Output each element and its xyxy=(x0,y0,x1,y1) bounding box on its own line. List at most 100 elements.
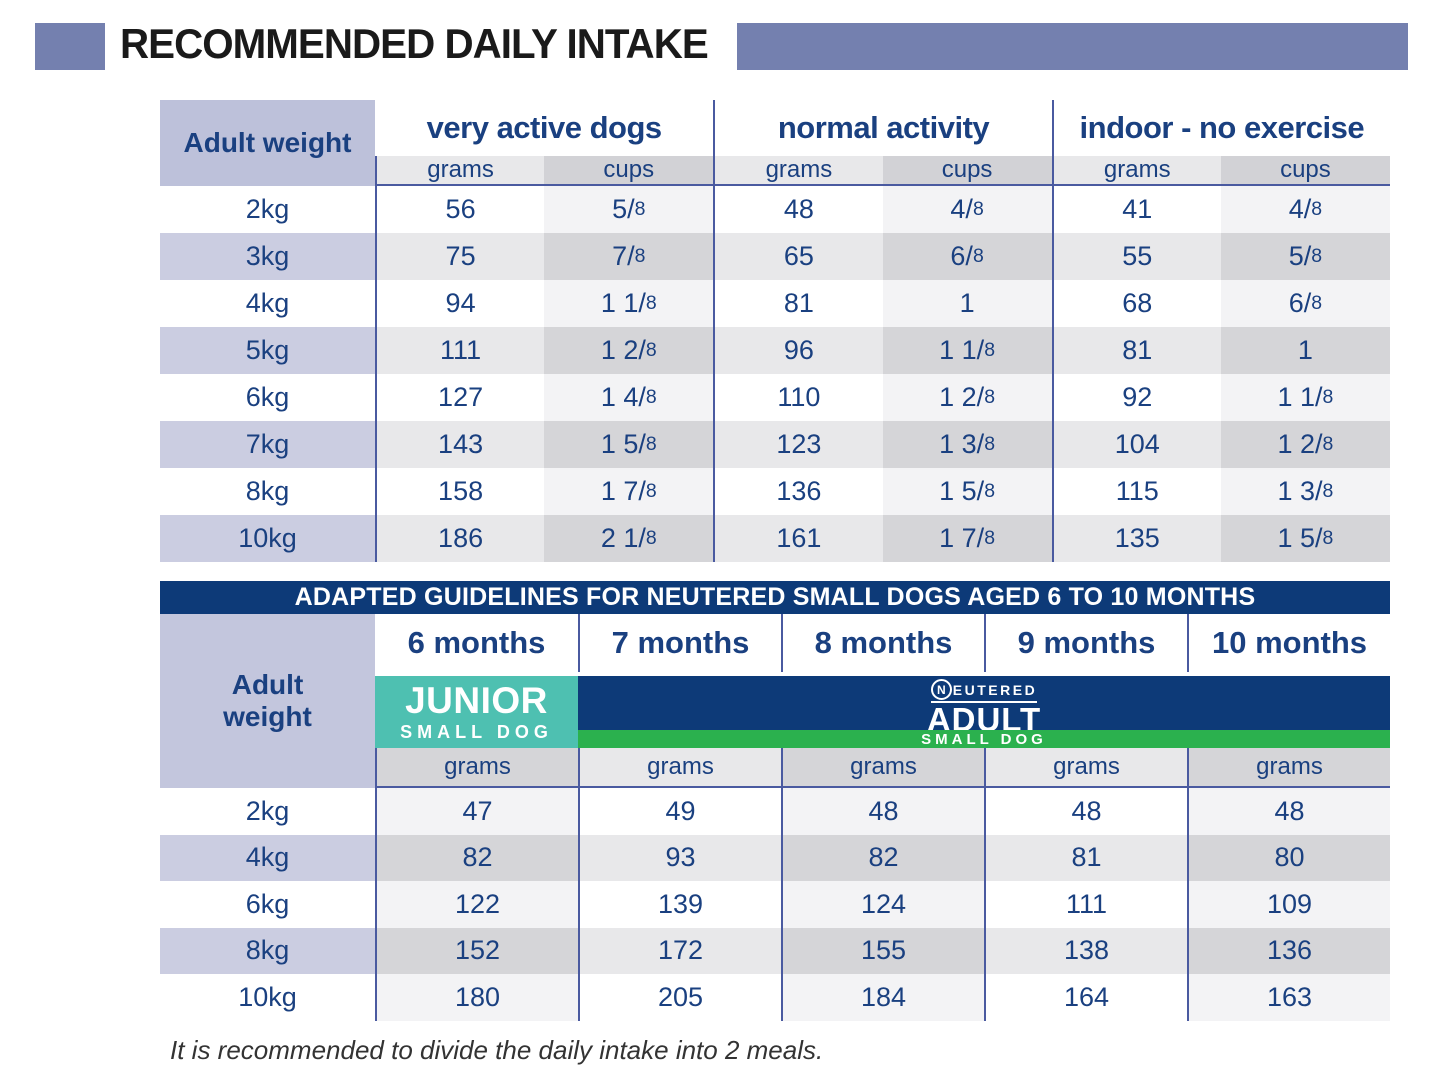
neutered-adult-small-dog-badge: N EUTERED ADULT SMALL DOG xyxy=(578,676,1390,748)
group-header-normal-activity: normal activity xyxy=(713,100,1051,156)
value-cell: 138 xyxy=(984,927,1187,974)
value-cell: 1 7/8 xyxy=(882,515,1052,562)
value-cell: 1 2/8 xyxy=(1220,421,1390,468)
value-cell: 47 xyxy=(375,788,578,835)
value-cell: 93 xyxy=(578,834,781,881)
value-cell: 49 xyxy=(578,788,781,835)
value-cell: 48 xyxy=(1187,788,1390,835)
meals-note: It is recommended to divide the daily in… xyxy=(170,1035,824,1065)
value-cell: 48 xyxy=(713,186,883,233)
small-dog-green-strip: SMALL DOG xyxy=(578,730,1390,748)
weight-cell: 6kg xyxy=(160,881,375,928)
value-cell: 180 xyxy=(375,974,578,1021)
neutered-brand-rest: EUTERED xyxy=(952,681,1038,698)
value-cell: 163 xyxy=(1187,974,1390,1021)
value-cell: 109 xyxy=(1187,881,1390,928)
value-cell: 92 xyxy=(1051,374,1221,421)
value-cell: 56 xyxy=(375,186,545,233)
value-cell: 5/8 xyxy=(1220,233,1390,280)
value-cell: 104 xyxy=(1051,421,1221,468)
unit-header-grams: grams xyxy=(781,748,984,788)
weight-cell: 7kg xyxy=(160,421,375,468)
value-cell: 4/8 xyxy=(882,186,1052,233)
weight-cell: 2kg xyxy=(160,186,375,233)
adult-weight-line1: Adult xyxy=(231,668,304,700)
value-cell: 6/8 xyxy=(1220,280,1390,327)
junior-badge-title: JUNIOR xyxy=(405,679,548,721)
value-cell: 1 3/8 xyxy=(882,421,1052,468)
value-cell: 122 xyxy=(375,881,578,928)
value-cell: 123 xyxy=(713,421,883,468)
group-header-very-active: very active dogs xyxy=(426,110,662,145)
value-cell: 1 5/8 xyxy=(544,421,714,468)
value-cell: 1 1/8 xyxy=(1220,374,1390,421)
weight-cell: 4kg xyxy=(160,280,375,327)
value-cell: 139 xyxy=(578,881,781,928)
unit-header-cups: cups xyxy=(544,156,714,186)
neutered-brand-logo: N EUTERED xyxy=(930,679,1038,703)
value-cell: 82 xyxy=(375,834,578,881)
month-header-6: 6 months xyxy=(407,625,546,660)
title-accent-bar xyxy=(737,23,1408,70)
neutered-guidelines-banner: ADAPTED GUIDELINES FOR NEUTERED SMALL DO… xyxy=(160,581,1390,614)
value-cell: 41 xyxy=(1051,186,1221,233)
month-header-8: 8 months xyxy=(781,614,984,672)
value-cell: 1 1/8 xyxy=(882,327,1052,374)
unit-header-grams: grams xyxy=(1187,748,1390,788)
value-cell: 55 xyxy=(1051,233,1221,280)
daily-intake-table: Adult weight very active dogs normal act… xyxy=(160,100,1390,562)
unit-header-grams: grams xyxy=(984,748,1187,788)
value-cell: 80 xyxy=(1187,834,1390,881)
value-cell: 110 xyxy=(713,374,883,421)
value-cell: 1 5/8 xyxy=(1220,515,1390,562)
weight-cell: 2kg xyxy=(160,788,375,835)
neutered-guidelines-table: ADAPTED GUIDELINES FOR NEUTERED SMALL DO… xyxy=(160,581,1390,1021)
circled-n-icon: N xyxy=(930,679,952,700)
grams-header-row: grams grams grams grams grams xyxy=(375,748,1390,788)
unit-header-grams: grams xyxy=(375,156,545,186)
junior-badge-subtitle: SMALL DOG xyxy=(400,721,553,742)
value-cell: 205 xyxy=(578,974,781,1021)
value-cell: 1 3/8 xyxy=(1220,468,1390,515)
value-cell: 75 xyxy=(375,233,545,280)
value-cell: 127 xyxy=(375,374,545,421)
value-cell: 111 xyxy=(375,327,545,374)
group-header-indoor: indoor - no exercise xyxy=(1051,100,1390,156)
value-cell: 4/8 xyxy=(1220,186,1390,233)
value-cell: 143 xyxy=(375,421,545,468)
value-cell: 5/8 xyxy=(544,186,714,233)
weight-cell: 8kg xyxy=(160,927,375,974)
unit-header-grams: grams xyxy=(713,156,883,186)
value-cell: 115 xyxy=(1051,468,1221,515)
unit-header-grams: grams xyxy=(578,748,781,788)
page-title: RECOMMENDED DAILY INTAKE xyxy=(120,20,709,67)
value-cell: 94 xyxy=(375,280,545,327)
daily-intake-table-header: Adult weight very active dogs normal act… xyxy=(160,100,1390,186)
value-cell: 1 5/8 xyxy=(882,468,1052,515)
value-cell: 2 1/8 xyxy=(544,515,714,562)
value-cell: 81 xyxy=(984,834,1187,881)
value-cell: 48 xyxy=(781,788,984,835)
value-cell: 82 xyxy=(781,834,984,881)
weight-cell: 8kg xyxy=(160,468,375,515)
value-cell: 136 xyxy=(1187,927,1390,974)
value-cell: 81 xyxy=(713,280,883,327)
value-cell: 7/8 xyxy=(544,233,714,280)
month-header-9: 9 months xyxy=(984,614,1187,672)
value-cell: 158 xyxy=(375,468,545,515)
value-cell: 135 xyxy=(1051,515,1221,562)
value-cell: 65 xyxy=(713,233,883,280)
month-header-10: 10 months xyxy=(1187,614,1390,672)
weight-cell: 3kg xyxy=(160,233,375,280)
value-cell: 1 xyxy=(882,280,1052,327)
adult-weight-header: Adult weight xyxy=(160,614,375,788)
unit-header-grams: grams xyxy=(1051,156,1221,186)
value-cell: 172 xyxy=(578,927,781,974)
value-cell: 111 xyxy=(984,881,1187,928)
month-header-7: 7 months xyxy=(578,614,781,672)
weight-cell: 5kg xyxy=(160,327,375,374)
value-cell: 136 xyxy=(713,468,883,515)
product-badges-row: JUNIOR SMALL DOG N EUTERED ADULT SMALL D… xyxy=(375,672,1390,748)
value-cell: 81 xyxy=(1051,327,1221,374)
value-cell: 1 4/8 xyxy=(544,374,714,421)
